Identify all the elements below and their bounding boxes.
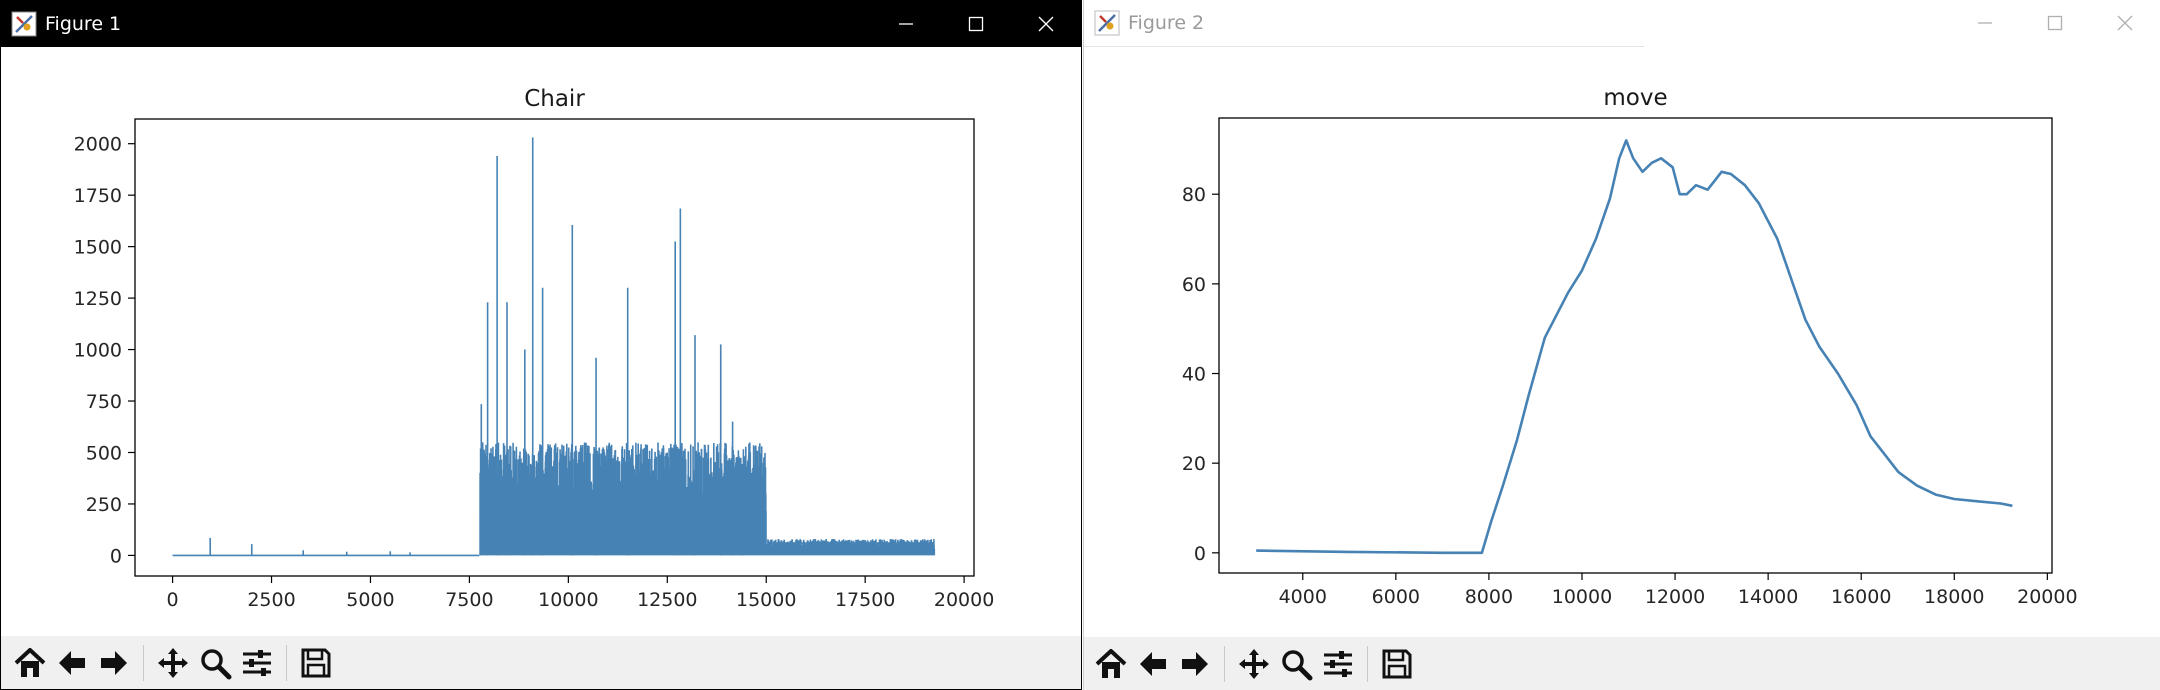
home-icon xyxy=(14,647,46,677)
minimize-button[interactable] xyxy=(1950,0,2020,46)
y-tick-label: 20 xyxy=(1182,453,1206,475)
plot-frame xyxy=(1218,117,2053,574)
x-tick-label: 14000 xyxy=(1738,586,1798,608)
figure-1-titlebar[interactable]: Figure 1 xyxy=(1,1,1081,47)
y-tick-label: 1500 xyxy=(74,237,122,259)
x-tick-label: 20000 xyxy=(934,589,994,611)
maximize-button[interactable] xyxy=(2020,0,2090,46)
zoom-icon xyxy=(201,648,232,679)
minimize-button[interactable] xyxy=(871,1,941,47)
plot-frame xyxy=(134,118,975,577)
save-icon xyxy=(1382,649,1412,678)
pan-icon xyxy=(1239,648,1269,679)
minimize-icon xyxy=(899,23,913,25)
maximize-icon xyxy=(968,16,984,32)
x-tick-label: 17500 xyxy=(835,589,895,611)
save-button[interactable] xyxy=(295,642,337,684)
x-tick-label: 7500 xyxy=(445,589,493,611)
maximize-button[interactable] xyxy=(941,1,1011,47)
noise-band xyxy=(479,442,936,556)
x-tick-label: 20000 xyxy=(2017,586,2077,608)
close-button[interactable] xyxy=(1011,1,1081,47)
close-button[interactable] xyxy=(2090,0,2160,46)
figure-1-window: Figure 1 Chair 0 2500 5000 7500 10000 12500 150… xyxy=(0,0,1082,690)
chart-title: Chair xyxy=(524,86,585,112)
minimize-icon xyxy=(1978,22,1992,24)
navigation-toolbar xyxy=(1084,637,2160,690)
x-tick-label: 16000 xyxy=(1831,586,1891,608)
home-icon xyxy=(1095,648,1127,678)
x-tick-label: 18000 xyxy=(1924,586,1984,608)
y-tick-label: 0 xyxy=(1194,543,1206,565)
pan-icon xyxy=(158,647,188,678)
y-tick-label: 60 xyxy=(1182,274,1206,296)
y-tick-label: 1750 xyxy=(74,185,122,207)
x-tick-label: 0 xyxy=(167,589,179,611)
matplotlib-app-icon xyxy=(1094,10,1120,36)
x-tick-label: 8000 xyxy=(1465,586,1513,608)
figure-2-canvas[interactable]: move 4000 6000 8000 10000 12000 14000 16000 1800… xyxy=(1084,47,2160,637)
titlebar-divider xyxy=(1084,46,1644,47)
series-line xyxy=(172,137,936,557)
zoom-icon xyxy=(1282,649,1313,680)
forward-icon xyxy=(101,650,127,675)
x-tick-label: 10000 xyxy=(1552,586,1612,608)
y-tick-label: 80 xyxy=(1182,184,1206,206)
move-chart: move 4000 6000 8000 10000 12000 14000 16000 1800… xyxy=(1182,85,2078,608)
back-icon xyxy=(1140,651,1166,676)
x-tick-label: 2500 xyxy=(247,589,295,611)
figure-1-canvas[interactable]: Chair 0 2500 5000 7500 10000 12500 15000 17500 20… xyxy=(1,48,1081,638)
toolbar-separator xyxy=(143,644,144,681)
chart-title: move xyxy=(1603,85,1667,111)
y-tick-label: 0 xyxy=(110,545,122,567)
navigation-toolbar xyxy=(1,636,1081,689)
pan-button[interactable] xyxy=(152,642,194,684)
y-tick-label: 2000 xyxy=(74,134,122,156)
series-line xyxy=(1256,139,2013,555)
close-icon xyxy=(2117,15,2133,31)
save-icon xyxy=(301,648,331,677)
back-button[interactable] xyxy=(1132,643,1174,685)
forward-button[interactable] xyxy=(93,642,135,684)
forward-icon xyxy=(1182,651,1208,676)
x-tick-label: 12000 xyxy=(1645,586,1705,608)
zoom-button[interactable] xyxy=(1275,643,1317,685)
configure-subplots-button[interactable] xyxy=(1317,643,1359,685)
window-title: Figure 2 xyxy=(1128,12,1205,34)
matplotlib-app-icon xyxy=(11,11,37,37)
forward-button[interactable] xyxy=(1174,643,1216,685)
x-tick-label: 5000 xyxy=(346,589,394,611)
y-tick-label: 500 xyxy=(86,442,122,464)
y-tick-label: 250 xyxy=(86,494,122,516)
maximize-icon xyxy=(2047,15,2063,31)
close-icon xyxy=(1038,16,1054,32)
y-tick-label: 40 xyxy=(1182,364,1206,386)
configure-icon xyxy=(1324,650,1352,677)
configure-icon xyxy=(243,649,271,676)
zoom-button[interactable] xyxy=(194,642,236,684)
x-tick-label: 4000 xyxy=(1279,586,1327,608)
toolbar-separator xyxy=(1367,645,1368,682)
x-tick-label: 6000 xyxy=(1372,586,1420,608)
home-button[interactable] xyxy=(1090,643,1132,685)
x-tick-label: 10000 xyxy=(538,589,598,611)
save-button[interactable] xyxy=(1376,643,1418,685)
y-tick-label: 750 xyxy=(86,391,122,413)
configure-subplots-button[interactable] xyxy=(236,642,278,684)
figure-2-window: Figure 2 move 4000 6000 8000 10000 12000 14000… xyxy=(1083,0,2160,690)
toolbar-separator xyxy=(1224,645,1225,682)
back-icon xyxy=(59,650,85,675)
y-tick-label: 1250 xyxy=(74,288,122,310)
back-button[interactable] xyxy=(51,642,93,684)
window-title: Figure 1 xyxy=(45,13,122,35)
x-tick-label: 15000 xyxy=(736,589,796,611)
home-button[interactable] xyxy=(9,642,51,684)
y-tick-label: 1000 xyxy=(74,340,122,362)
x-tick-label: 12500 xyxy=(637,589,697,611)
figure-2-titlebar[interactable]: Figure 2 xyxy=(1084,0,2160,46)
pan-button[interactable] xyxy=(1233,643,1275,685)
toolbar-separator xyxy=(286,644,287,681)
